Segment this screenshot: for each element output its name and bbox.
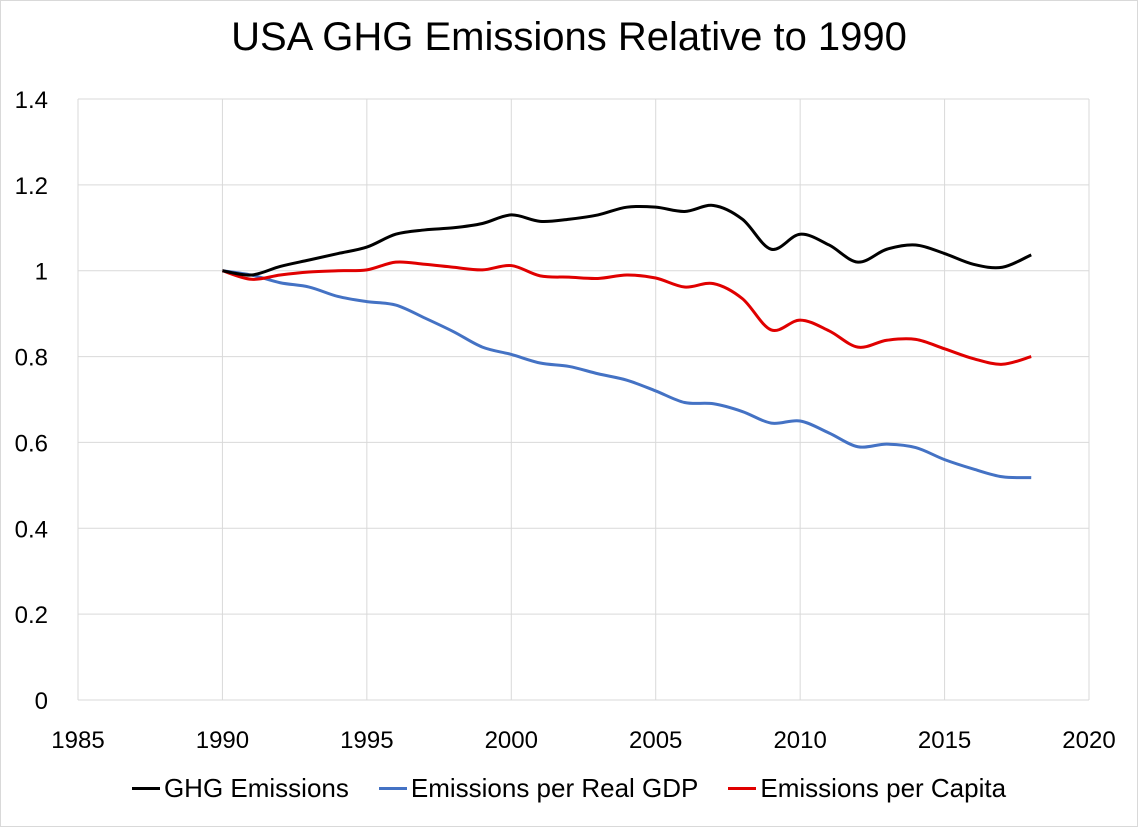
x-tick-label: 2020 (1062, 727, 1115, 754)
series-layer (221, 203, 1032, 480)
y-tick-label: 1.2 (15, 173, 48, 200)
series-line-capita (221, 260, 1032, 366)
legend-swatch-gdp (378, 787, 407, 790)
y-tick-label: 0.6 (15, 430, 48, 457)
x-tick-label: 1995 (340, 727, 393, 754)
legend-swatch-capita (728, 787, 757, 790)
y-tick-label: 0 (35, 688, 48, 715)
series-line-ghg (222, 203, 1032, 277)
tick-layer: 0 0.2 0.4 0.6 0.8 1 1.2 1.4 1985 1990 1995 2000 2005… (15, 87, 1116, 754)
x-tick-label: 2015 (918, 727, 971, 754)
legend-label-ghg: GHG Emissions (163, 773, 349, 803)
legend-swatch-ghg (131, 787, 160, 790)
series-line-gdp (222, 269, 1032, 480)
y-tick-label: 0.8 (15, 345, 48, 372)
x-tick-label: 2005 (629, 727, 682, 754)
x-tick-label: 2010 (773, 727, 826, 754)
x-tick-label: 2000 (485, 727, 538, 754)
legend: GHG Emissions Emissions per Real GDP Emi… (1, 773, 1137, 804)
legend-item-capita[interactable]: Emissions per Capita (728, 773, 1006, 804)
y-tick-label: 1.4 (15, 87, 48, 114)
y-tick-label: 1 (35, 259, 48, 286)
chart-title: USA GHG Emissions Relative to 1990 (231, 15, 907, 59)
grid-layer (77, 98, 1090, 701)
legend-item-gdp[interactable]: Emissions per Real GDP (378, 773, 699, 804)
x-tick-label: 1985 (51, 727, 104, 754)
legend-label-capita: Emissions per Capita (760, 773, 1007, 803)
y-tick-label: 0.4 (15, 516, 48, 543)
legend-item-ghg[interactable]: GHG Emissions (131, 773, 349, 804)
y-tick-label: 0.2 (15, 602, 48, 629)
x-tick-label: 1990 (196, 727, 249, 754)
legend-label-gdp: Emissions per Real GDP (410, 773, 699, 803)
plot-area: 0 0.2 0.4 0.6 0.8 1 1.2 1.4 1985 1990 1995 2000 2005… (15, 87, 1116, 754)
